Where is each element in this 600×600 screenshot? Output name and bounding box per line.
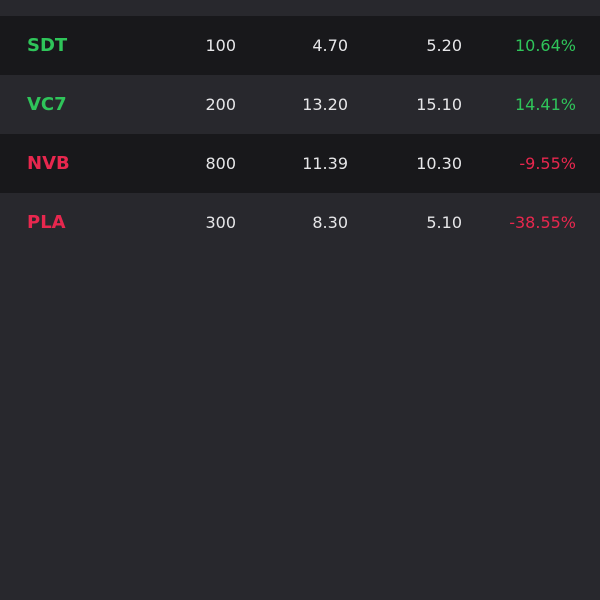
current-price-cell: 10.30	[416, 154, 462, 173]
quantity-cell: 100	[205, 36, 236, 55]
quantity-cell: 800	[205, 154, 236, 173]
symbol-cell: SDT	[27, 35, 68, 56]
buy-price-cell: 4.70	[312, 36, 348, 55]
quantity-cell: 200	[205, 95, 236, 114]
buy-price-cell: 11.39	[302, 154, 348, 173]
table-row[interactable]: VC7 200 13.20 15.10 14.41%	[0, 75, 600, 134]
change-cell: -9.55%	[519, 154, 576, 173]
symbol-cell: VC7	[27, 94, 67, 115]
current-price-cell: 15.10	[416, 95, 462, 114]
buy-price-cell: 13.20	[302, 95, 348, 114]
table-row[interactable]: PLA 300 8.30 5.10 -38.55%	[0, 193, 600, 252]
buy-price-cell: 8.30	[312, 213, 348, 232]
table-row[interactable]: NVB 800 11.39 10.30 -9.55%	[0, 134, 600, 193]
change-cell: -38.55%	[509, 213, 576, 232]
change-cell: 14.41%	[514, 95, 576, 114]
quantity-cell: 300	[205, 213, 236, 232]
current-price-cell: 5.10	[426, 213, 462, 232]
holdings-table: SDT 100 4.70 5.20 10.64% VC7 200 13.20 15.10 14.4…	[0, 16, 600, 252]
symbol-cell: PLA	[27, 212, 66, 233]
change-cell: 10.64%	[514, 36, 576, 55]
current-price-cell: 5.20	[426, 36, 462, 55]
symbol-cell: NVB	[27, 153, 70, 174]
table-row[interactable]: SDT 100 4.70 5.20 10.64%	[0, 16, 600, 75]
